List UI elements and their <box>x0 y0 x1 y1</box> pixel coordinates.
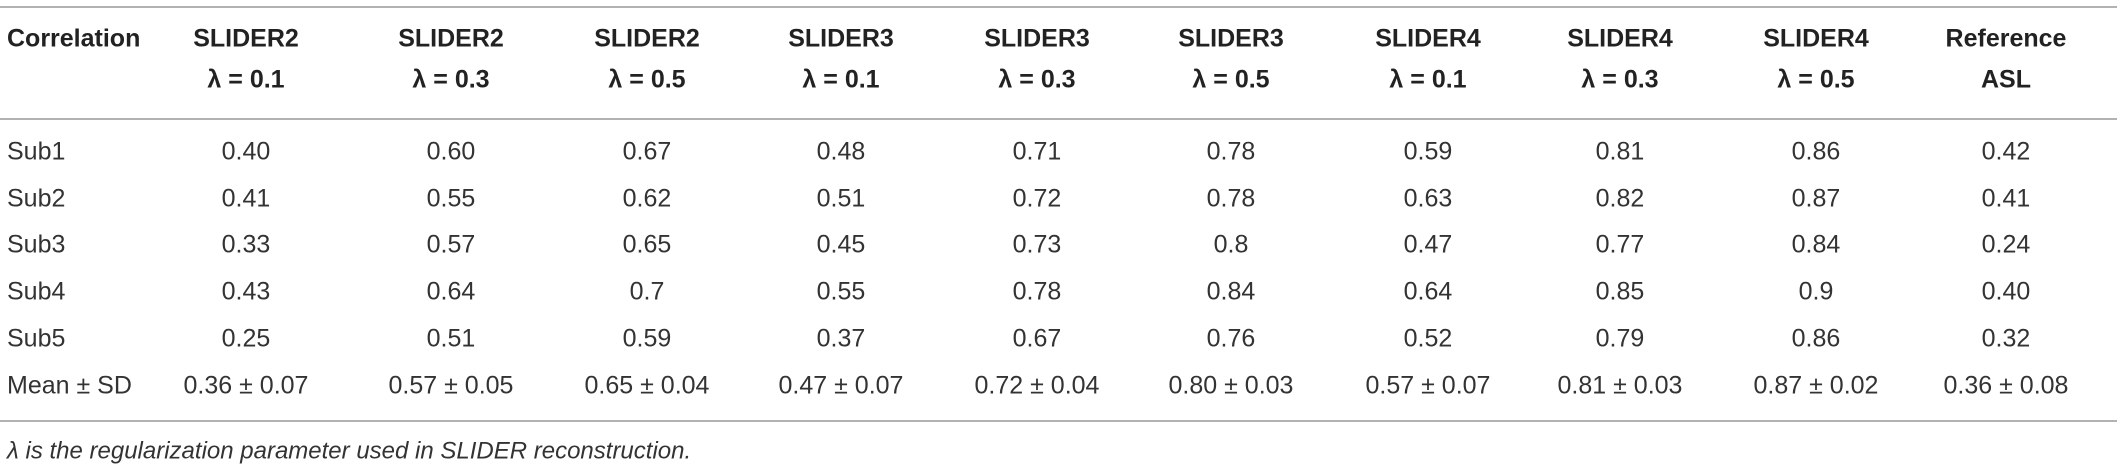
header-cell: SLIDER3 <box>984 25 1090 53</box>
header-cell: SLIDER4 <box>1567 25 1673 53</box>
cell: 0.71 <box>1013 138 1062 166</box>
row-label: Mean ± SD <box>7 372 132 400</box>
cell: 0.78 <box>1013 278 1062 306</box>
cell: 0.36 ± 0.07 <box>184 372 309 400</box>
row-label: Sub4 <box>7 278 65 306</box>
cell: 0.65 ± 0.04 <box>585 372 710 400</box>
cell: 0.36 ± 0.08 <box>1944 372 2069 400</box>
cell: 0.55 <box>817 278 866 306</box>
cell: 0.67 <box>1013 325 1062 353</box>
cell: 0.86 <box>1792 138 1841 166</box>
cell: 0.60 <box>427 138 476 166</box>
cell: 0.84 <box>1207 278 1256 306</box>
header-cell: SLIDER3 <box>1178 25 1284 53</box>
cell: 0.55 <box>427 185 476 213</box>
row-label: Sub1 <box>7 138 65 166</box>
cell: 0.57 ± 0.05 <box>389 372 514 400</box>
header-cell: λ = 0.1 <box>802 66 879 94</box>
header-cell: λ = 0.5 <box>608 66 685 94</box>
cell: 0.62 <box>623 185 672 213</box>
cell: 0.67 <box>623 138 672 166</box>
cell: 0.87 <box>1792 185 1841 213</box>
cell: 0.33 <box>222 231 271 259</box>
cell: 0.7 <box>630 278 665 306</box>
cell: 0.57 <box>427 231 476 259</box>
cell: 0.52 <box>1404 325 1453 353</box>
cell: 0.78 <box>1207 185 1256 213</box>
cell: 0.40 <box>222 138 271 166</box>
cell: 0.73 <box>1013 231 1062 259</box>
header-cell: λ = 0.5 <box>1777 66 1854 94</box>
cell: 0.9 <box>1799 278 1834 306</box>
cell: 0.48 <box>817 138 866 166</box>
cell: 0.78 <box>1207 138 1256 166</box>
cell: 0.42 <box>1982 138 2031 166</box>
footnote: λ is the regularization parameter used i… <box>5 437 691 464</box>
cell: 0.77 <box>1596 231 1645 259</box>
cell: 0.41 <box>222 185 271 213</box>
header-cell: Reference <box>1946 25 2067 53</box>
cell: 0.59 <box>1404 138 1453 166</box>
cell: 0.82 <box>1596 185 1645 213</box>
cell: 0.59 <box>623 325 672 353</box>
cell: 0.81 ± 0.03 <box>1558 372 1683 400</box>
cell: 0.87 ± 0.02 <box>1754 372 1879 400</box>
cell: 0.24 <box>1982 231 2031 259</box>
header-cell: SLIDER2 <box>398 25 504 53</box>
cell: 0.8 <box>1214 231 1249 259</box>
header-cell: SLIDER4 <box>1375 25 1481 53</box>
cell: 0.43 <box>222 278 271 306</box>
cell: 0.81 <box>1596 138 1645 166</box>
header-cell: λ = 0.3 <box>1581 66 1658 94</box>
cell: 0.72 <box>1013 185 1062 213</box>
cell: 0.79 <box>1596 325 1645 353</box>
cell: 0.63 <box>1404 185 1453 213</box>
row-label: Sub5 <box>7 325 65 353</box>
cell: 0.57 ± 0.07 <box>1366 372 1491 400</box>
header-cell: λ = 0.1 <box>207 66 284 94</box>
cell: 0.85 <box>1596 278 1645 306</box>
cell: 0.45 <box>817 231 866 259</box>
header-cell: λ = 0.3 <box>998 66 1075 94</box>
cell: 0.64 <box>1404 278 1453 306</box>
cell: 0.41 <box>1982 185 2031 213</box>
cell: 0.72 ± 0.04 <box>975 372 1100 400</box>
cell: 0.47 <box>1404 231 1453 259</box>
cell: 0.32 <box>1982 325 2031 353</box>
cell: 0.25 <box>222 325 271 353</box>
cell: 0.80 ± 0.03 <box>1169 372 1294 400</box>
header-cell: SLIDER2 <box>193 25 299 53</box>
header-cell: λ = 0.1 <box>1389 66 1466 94</box>
cell: 0.47 ± 0.07 <box>779 372 904 400</box>
cell: 0.51 <box>427 325 476 353</box>
header-cell: SLIDER4 <box>1763 25 1869 53</box>
cell: 0.84 <box>1792 231 1841 259</box>
header-cell: λ = 0.5 <box>1192 66 1269 94</box>
header-cell: Correlation <box>7 25 140 53</box>
cell: 0.40 <box>1982 278 2031 306</box>
cell: 0.76 <box>1207 325 1256 353</box>
cell: 0.86 <box>1792 325 1841 353</box>
header-cell: λ = 0.3 <box>412 66 489 94</box>
header-cell: SLIDER3 <box>788 25 894 53</box>
header-cell: ASL <box>1981 66 2031 94</box>
row-label: Sub2 <box>7 185 65 213</box>
cell: 0.64 <box>427 278 476 306</box>
cell: 0.37 <box>817 325 866 353</box>
row-label: Sub3 <box>7 231 65 259</box>
cell: 0.65 <box>623 231 672 259</box>
header-cell: SLIDER2 <box>594 25 700 53</box>
cell: 0.51 <box>817 185 866 213</box>
